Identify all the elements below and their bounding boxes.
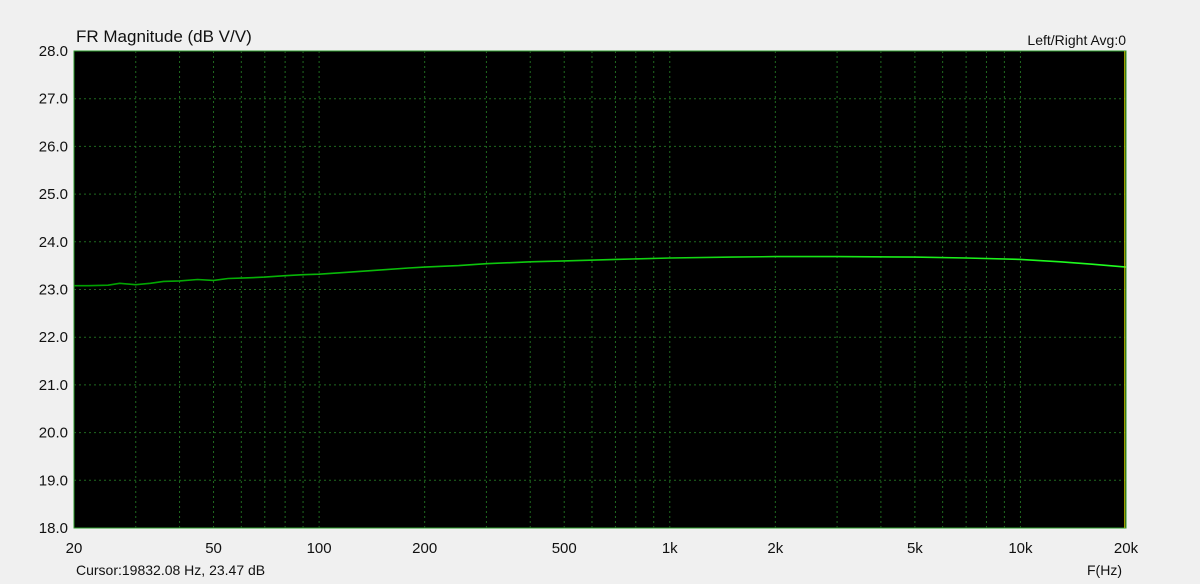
- x-axis-label: F(Hz): [1087, 562, 1122, 578]
- x-tick-label: 500: [552, 540, 577, 557]
- y-tick-label: 25.0: [39, 186, 68, 203]
- x-tick-label: 20k: [1114, 540, 1139, 557]
- y-tick-label: 23.0: [39, 282, 68, 299]
- x-tick-label: 100: [307, 540, 332, 557]
- y-tick-label: 28.0: [39, 43, 68, 60]
- y-tick-label: 21.0: [39, 377, 68, 394]
- x-tick-label: 200: [412, 540, 437, 557]
- y-tick-label: 26.0: [39, 138, 68, 155]
- cursor-readout: Cursor:19832.08 Hz, 23.47 dB: [76, 562, 266, 578]
- legend: Left/Right Avg:0: [1027, 32, 1126, 48]
- x-tick-label: 5k: [907, 540, 923, 557]
- y-tick-label: 24.0: [39, 234, 68, 251]
- y-tick-label: 20.0: [39, 425, 68, 442]
- x-tick-label: 20: [66, 540, 83, 557]
- y-tick-label: 19.0: [39, 472, 68, 489]
- y-tick-label: 18.0: [39, 520, 68, 537]
- x-tick-label: 2k: [767, 540, 783, 557]
- x-tick-label: 10k: [1008, 540, 1033, 557]
- y-tick-label: 27.0: [39, 91, 68, 108]
- chart-title: FR Magnitude (dB V/V): [76, 27, 252, 46]
- x-tick-label: 1k: [662, 540, 678, 557]
- x-tick-label: 50: [205, 540, 222, 557]
- y-tick-label: 22.0: [39, 329, 68, 346]
- series-line: [74, 255, 1127, 287]
